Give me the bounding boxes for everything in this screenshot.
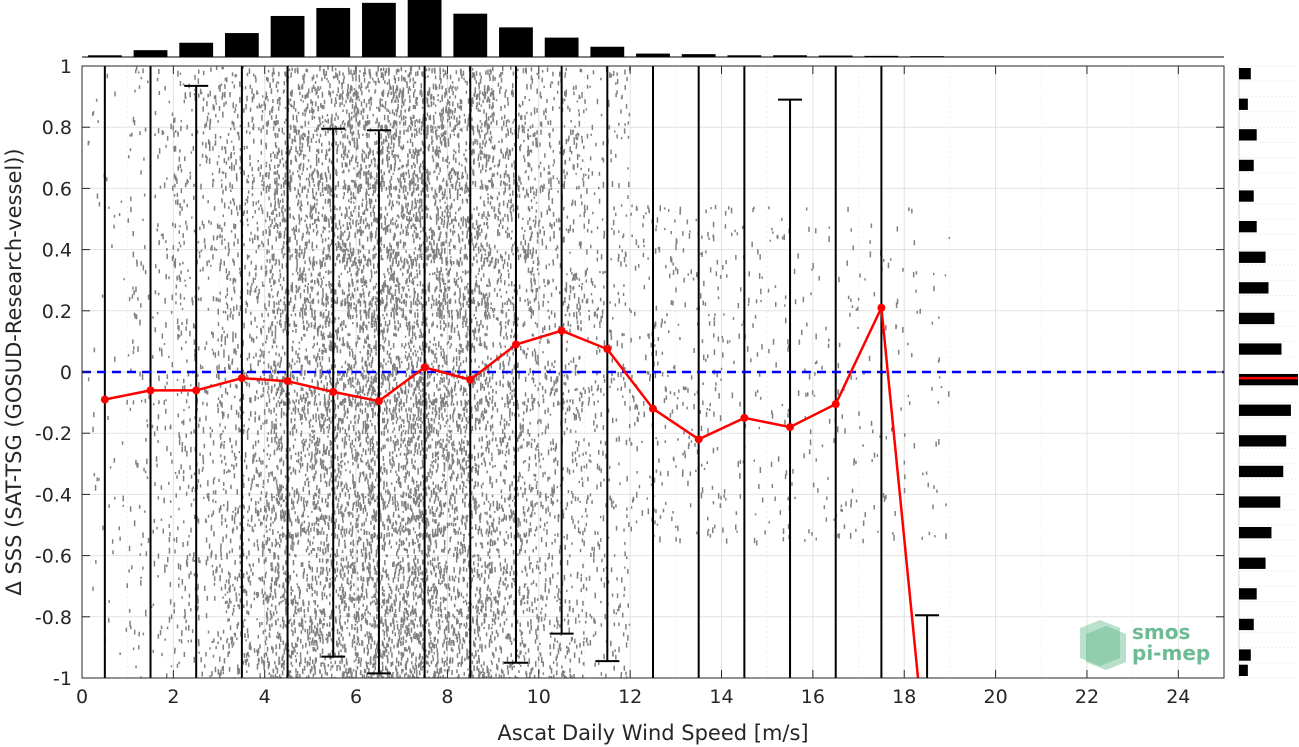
right-histogram-bar (1239, 465, 1284, 478)
top-histogram-bar (133, 50, 168, 57)
logo-line2: pi-mep (1132, 641, 1210, 665)
right-histogram-bar (1239, 220, 1257, 233)
right-histogram-bar (1239, 159, 1254, 172)
top-histogram-bar (544, 37, 579, 57)
x-tick-label: 4 (259, 686, 271, 708)
mean-point (466, 375, 475, 384)
mean-point (283, 377, 292, 386)
right-histogram (1238, 65, 1298, 679)
right-histogram-bar (1239, 251, 1266, 263)
y-tick-label: -0.8 (35, 607, 72, 629)
y-tick-label: 1 (60, 56, 72, 78)
mean-point (100, 395, 109, 404)
top-histogram-bar (681, 54, 716, 57)
x-axis-title: Ascat Daily Wind Speed [m/s] (497, 721, 808, 745)
y-tick-label: 0.4 (42, 240, 72, 262)
y-tick-label: -0.4 (35, 484, 72, 506)
x-tick-label: 8 (441, 686, 453, 708)
right-histogram-bar (1239, 649, 1251, 661)
x-tick-label: 2 (167, 686, 179, 708)
right-histogram-bar (1239, 557, 1266, 569)
right-histogram-bar (1239, 282, 1269, 294)
top-histogram-bar (407, 0, 442, 57)
top-histogram-bar (636, 53, 670, 57)
mean-point (329, 387, 338, 396)
mean-point (877, 303, 886, 312)
mean-point (786, 423, 795, 432)
right-histogram-bar (1239, 664, 1248, 677)
right-histogram-bar (1239, 435, 1287, 447)
right-histogram-bar (1239, 343, 1282, 355)
mean-point (511, 340, 520, 349)
top-histogram-bar (316, 7, 351, 58)
x-tick-label: 20 (984, 686, 1008, 708)
main-plot: 0 2 4 6 8 10 12 14 16 18 20 22 24-1-0.8-0.6-0.4-0.20… (35, 56, 1225, 708)
top-histogram-bar (499, 27, 533, 57)
mean-point (740, 413, 749, 422)
right-histogram-bar (1239, 373, 1298, 386)
top-histogram-bar (179, 42, 214, 57)
top-histogram-bar (818, 55, 853, 57)
right-histogram-bar (1239, 190, 1254, 202)
top-histogram (82, 0, 1224, 58)
logo-line1: smos (1132, 620, 1190, 644)
top-histogram-bar (453, 13, 488, 57)
y-tick-label: 0.2 (42, 301, 72, 323)
mean-point (649, 404, 657, 413)
x-tick-label: 24 (1166, 686, 1190, 708)
x-tick-label: 12 (618, 686, 642, 708)
mean-point (420, 363, 429, 372)
y-tick-label: -0.6 (35, 546, 72, 568)
top-histogram-bar (590, 46, 625, 57)
mean-point (146, 386, 155, 395)
right-histogram-bar (1239, 67, 1251, 80)
right-histogram-bar (1239, 588, 1257, 600)
right-histogram-bar (1239, 129, 1257, 141)
mean-point (192, 386, 201, 395)
smos-pi-mep-logo: smos pi-mep (1080, 620, 1210, 670)
x-tick-label: 0 (76, 686, 88, 708)
top-histogram-bar (773, 55, 807, 57)
y-tick-label: 0.8 (42, 117, 72, 139)
right-histogram-bar (1239, 404, 1291, 416)
y-tick-label: 0 (60, 362, 72, 384)
right-histogram-bar (1239, 312, 1275, 325)
top-histogram-bar (87, 55, 122, 57)
right-histogram-bar (1239, 618, 1254, 631)
top-histogram-bar (270, 15, 305, 58)
mean-point (237, 374, 246, 383)
top-histogram-bar (362, 2, 396, 58)
y-tick-label: 0.6 (42, 178, 72, 200)
y-tick-label: -0.2 (35, 423, 72, 445)
right-histogram-bar (1239, 98, 1248, 110)
x-tick-label: 16 (801, 686, 825, 708)
top-histogram-bar (727, 55, 762, 57)
y-axis-title: Δ SSS (SAT-TSG (GOSUD-Research-vessel)) (2, 148, 26, 595)
right-histogram-bar (1239, 496, 1281, 508)
x-tick-label: 6 (350, 686, 362, 708)
x-tick-label: 14 (709, 686, 733, 708)
right-histogram-bar (1239, 526, 1272, 539)
top-histogram-bar (224, 33, 259, 57)
y-tick-label: -1 (53, 668, 72, 690)
mean-point (557, 326, 566, 335)
mean-point (603, 345, 612, 354)
mean-point (694, 435, 703, 444)
top-histogram-bar (864, 55, 899, 57)
mean-point (831, 400, 840, 409)
x-tick-label: 18 (892, 686, 916, 708)
mean-point (374, 397, 383, 406)
x-tick-label: 22 (1075, 686, 1099, 708)
x-tick-label: 10 (527, 686, 551, 708)
